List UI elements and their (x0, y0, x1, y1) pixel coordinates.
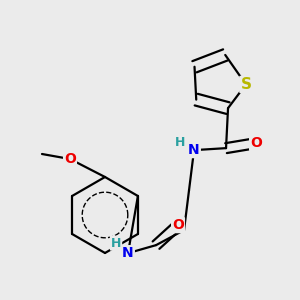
Text: O: O (172, 218, 184, 232)
Text: S: S (240, 77, 251, 92)
Text: N: N (122, 246, 134, 260)
Text: H: H (111, 237, 121, 250)
Text: N: N (188, 143, 200, 157)
Text: O: O (250, 136, 262, 150)
Text: H: H (175, 136, 185, 148)
Text: O: O (64, 152, 76, 166)
